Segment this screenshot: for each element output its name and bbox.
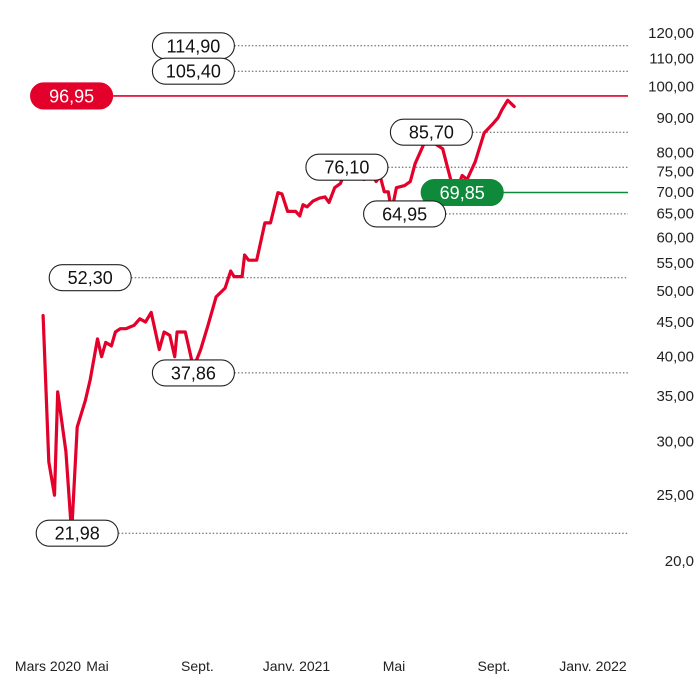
level-badge-pill xyxy=(151,359,235,387)
y-tick-label: 40,00 xyxy=(656,349,694,366)
y-tick-label: 110,00 xyxy=(649,51,694,68)
y-tick-label: 100,00 xyxy=(648,79,694,96)
price-levels xyxy=(112,45,628,534)
x-tick-label: Mai xyxy=(383,658,406,674)
level-badge: 21,98 xyxy=(35,519,119,547)
y-tick-label: 45,00 xyxy=(656,314,694,331)
level-badge-pill xyxy=(48,264,132,292)
x-tick-label: Mars 2020 xyxy=(15,658,81,674)
y-tick-label: 20,0 xyxy=(665,553,694,570)
level-badge-pill xyxy=(151,57,235,85)
level-labels: 114,90 105,40 96,95 85,70 76,10 69,85 64,95 52,… xyxy=(30,32,504,547)
level-badge: 64,95 xyxy=(363,200,447,228)
x-tick-label: Mai xyxy=(86,658,109,674)
level-badge-label: 85,70 xyxy=(409,123,454,143)
level-badge-pill xyxy=(389,118,473,146)
y-axis: 120,00 110,00 100,00 90,00 80,00 75,00 70,00 65… xyxy=(648,25,694,570)
level-badge: 37,86 xyxy=(151,359,235,387)
level-badge-label: 76,10 xyxy=(324,158,369,178)
level-badge-label: 21,98 xyxy=(55,524,100,544)
x-tick-label: Janv. 2021 xyxy=(263,658,331,674)
x-tick-label: Sept. xyxy=(478,658,511,674)
y-tick-label: 35,00 xyxy=(656,388,694,405)
level-badge-label: 52,30 xyxy=(68,268,113,288)
y-tick-label: 55,00 xyxy=(656,255,694,272)
level-badge-label: 64,95 xyxy=(382,204,427,224)
level-badge: 114,90 xyxy=(151,32,235,60)
y-tick-label: 65,00 xyxy=(656,206,694,223)
level-badge-label: 37,86 xyxy=(171,363,216,383)
level-badge-label: 105,40 xyxy=(166,62,221,82)
level-badge-label: 114,90 xyxy=(167,36,221,56)
level-badge-pill xyxy=(305,153,389,181)
level-badge-label: 96,95 xyxy=(49,86,94,106)
y-tick-label: 75,00 xyxy=(656,164,694,181)
level-badge-pill xyxy=(35,519,119,547)
y-tick-label: 30,00 xyxy=(656,434,694,451)
x-axis: Mars 2020 Mai Sept. Janv. 2021 Mai Sept. Janv.… xyxy=(15,658,627,674)
y-tick-label: 120,00 xyxy=(648,25,694,42)
y-tick-label: 90,00 xyxy=(656,110,694,127)
level-badge-pill xyxy=(30,82,114,110)
level-badge-pill xyxy=(420,178,504,207)
level-badge: 85,70 xyxy=(389,118,473,146)
y-tick-label: 60,00 xyxy=(656,229,694,246)
price-series xyxy=(41,98,516,535)
level-badge-pill xyxy=(363,200,447,228)
price-line xyxy=(41,98,516,535)
x-tick-label: Janv. 2022 xyxy=(559,658,627,674)
level-badge-label: 69,85 xyxy=(440,183,485,203)
y-tick-label: 25,00 xyxy=(656,487,694,504)
level-badge: 52,30 xyxy=(48,264,132,292)
y-tick-label: 70,00 xyxy=(656,184,694,201)
level-badge: 76,10 xyxy=(305,153,389,181)
x-tick-label: Sept. xyxy=(181,658,214,674)
level-badge: 96,95 xyxy=(30,82,114,110)
y-tick-label: 50,00 xyxy=(656,283,694,300)
y-tick-label: 80,00 xyxy=(656,145,694,162)
level-badge: 69,85 xyxy=(420,178,504,207)
level-badge: 105,40 xyxy=(151,57,235,85)
